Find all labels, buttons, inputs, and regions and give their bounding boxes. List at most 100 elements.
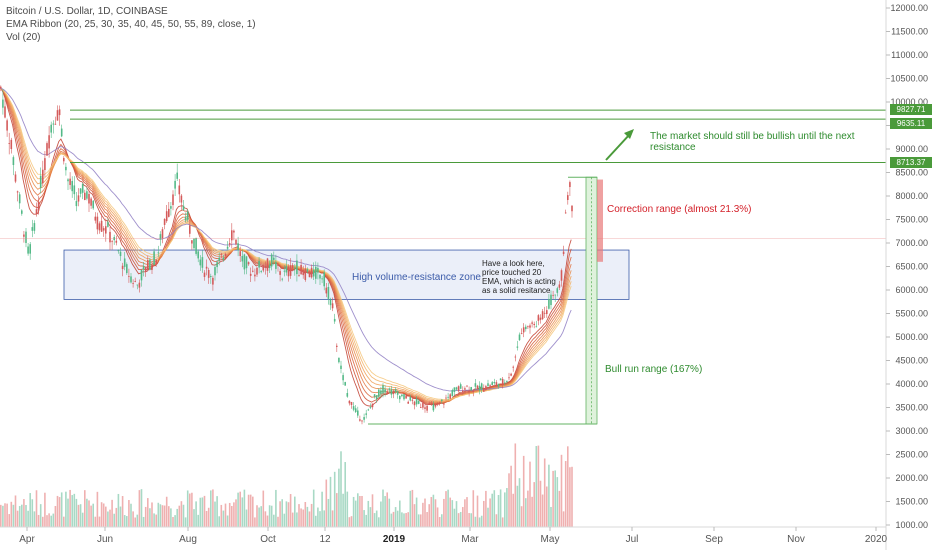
volume-bar [396,510,399,527]
candle-body [470,387,472,391]
volume-bar [392,511,395,527]
volume-bar [275,489,277,527]
candle-body [514,356,517,358]
volume-bar [459,511,462,527]
volume-bar [407,512,409,527]
candle-body [396,391,399,395]
volume-bar [564,461,567,527]
volume-bar [336,493,338,527]
candle-body [550,294,552,306]
zone-note: High volume-resistance zone [352,272,481,283]
candle-body [117,250,120,252]
volume-bar [174,515,176,527]
volume-bar [25,504,27,527]
candle-body [375,395,378,400]
candle-body [401,394,403,397]
candle-body [548,298,550,309]
candle-body [25,231,27,243]
candle-body [543,312,546,314]
volume-bar [426,512,428,527]
candle-body [535,326,538,328]
candle-body [203,272,206,277]
candle-body [405,395,407,399]
candle-body [180,195,183,203]
volume-bar [441,514,443,527]
volume-bar [94,516,97,527]
candle-body [50,124,52,133]
volume-bar [29,493,31,527]
volume-bar [552,470,554,527]
candle-body [506,380,508,382]
candle-body [163,219,166,225]
candle-body [417,401,420,404]
volume-bar [554,470,556,527]
candle-body [510,373,512,376]
volume-bar [371,494,374,527]
volume-bar [430,497,433,527]
volume-bar [424,498,426,527]
candle-body [336,345,338,347]
volume-bar [273,514,275,527]
volume-bar [52,513,55,527]
candle-body [201,257,204,268]
candle-body [529,325,531,328]
candle-body [527,326,529,328]
volume-bar [466,497,468,527]
volume-bar [495,514,498,527]
volume-bar [260,506,262,527]
candle-body [96,216,99,230]
volume-bar [81,512,84,527]
candle-body [428,403,430,405]
candle-body [249,273,252,276]
volume-bar [315,515,317,527]
candle-body [256,267,258,275]
candle-body [501,378,504,385]
candle-body [564,212,567,214]
x-tick-label: Aug [179,534,197,545]
volume-bar [350,516,353,527]
candle-body [350,402,353,405]
volume-bar [107,511,109,527]
candle-body [195,237,197,254]
volume-bar [386,492,388,527]
candle-body [466,385,468,387]
candle-body [266,258,269,271]
x-tick-label: May [541,534,560,545]
y-tick-label: 4000.00 [895,379,928,389]
candle-body [147,260,149,270]
volume-bar [310,503,313,527]
candle-body [128,275,130,277]
volume-bar [354,500,357,527]
volume-bar [203,495,206,527]
candle-body [472,390,475,392]
volume-bar [399,500,401,527]
volume-bar [308,511,311,527]
candle-body [142,266,145,270]
volume-bar [380,501,382,527]
candle-body [14,174,17,182]
volume-bar [331,510,334,527]
volume-bar [186,490,189,527]
candle-body [12,157,15,166]
volume-bar [241,497,244,527]
candle-body [537,315,540,321]
candle-body [378,389,380,397]
y-tick-label: 1500.00 [895,497,928,507]
volume-bar [289,494,292,527]
candle-body [132,283,134,284]
candle-body [279,271,281,275]
volume-bar [233,502,235,527]
candle-body [79,188,82,194]
candle-body [8,143,10,144]
volume-bar [346,491,349,527]
time-axis: Apr Jun Aug Oct 12 2019 Mar May Jul Sep Nov 2020 [19,527,888,545]
resistance-lines [0,109,886,239]
candle-body [119,251,122,257]
candle-body [357,410,359,416]
candle-body [144,267,147,273]
x-tick-label: Jul [626,534,639,545]
volume-bar [21,504,23,527]
candle-body [308,271,311,278]
volume-bar [270,505,273,527]
